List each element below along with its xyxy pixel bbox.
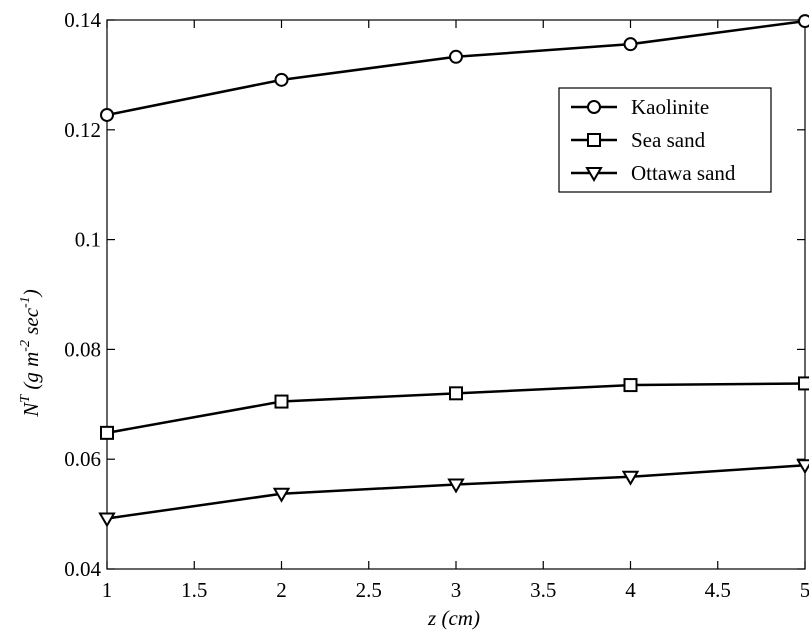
x-tick-label: 2.5 [356, 578, 382, 602]
x-tick-label: 4.5 [705, 578, 731, 602]
data-point-kaolinite [100, 107, 114, 122]
series-lines [98, 14, 809, 528]
y-label-sup-m: -2 [18, 340, 33, 352]
x-tick-label: 1 [102, 578, 113, 602]
legend-marker-kaolinite [587, 100, 601, 114]
y-label-units-b: sec [19, 307, 43, 340]
legend-item-kaolinite: Kaolinite [571, 95, 709, 119]
data-point-sea-sand [274, 394, 289, 409]
y-tick-label: 0.14 [64, 8, 101, 32]
data-point-kaolinite [274, 72, 289, 87]
data-point-ottawa-sand [621, 470, 640, 486]
data-point-kaolinite [449, 49, 463, 64]
data-point-sea-sand [623, 378, 638, 393]
y-label-close: ) [19, 289, 43, 297]
legend-label-kaolinite: Kaolinite [631, 95, 709, 119]
y-label-sup-s: -1 [18, 296, 33, 308]
y-tick-label: 0.12 [64, 118, 101, 142]
y-tick-label: 0.1 [75, 228, 101, 252]
y-label-base: N [19, 402, 43, 418]
x-tick-label: 3 [451, 578, 462, 602]
legend: Kaolinite Sea sand Ottawa sand [558, 87, 772, 193]
legend-marker-sea-sand [587, 133, 601, 147]
data-point-ottawa-sand [272, 487, 291, 503]
y-axis-label: NT (g m-2 sec-1) [18, 289, 43, 417]
legend-item-ottawa-sand: Ottawa sand [571, 161, 736, 185]
data-point-sea-sand [798, 376, 809, 391]
data-point-sea-sand [100, 425, 114, 440]
data-point-kaolinite [798, 14, 809, 29]
y-label-units-a: (g m [19, 352, 43, 395]
x-tick-label: 1.5 [181, 578, 207, 602]
y-tick-label: 0.08 [64, 337, 101, 361]
y-axis-ticks: 0.04 0.06 0.08 0.1 0.12 0.14 [64, 8, 805, 581]
legend-item-sea-sand: Sea sand [571, 128, 706, 152]
data-point-ottawa-sand [98, 512, 116, 528]
y-tick-label: 0.04 [64, 557, 101, 581]
data-point-kaolinite [623, 37, 638, 52]
x-axis-label: z (cm) [427, 606, 480, 630]
legend-marker-ottawa-sand [585, 167, 603, 182]
x-tick-label: 4 [625, 578, 636, 602]
x-axis-ticks: 1 1.5 2 2.5 3 3.5 4 4.5 5 [102, 20, 809, 602]
x-tick-label: 3.5 [530, 578, 556, 602]
y-tick-label: 0.06 [64, 447, 101, 471]
data-point-sea-sand [449, 386, 463, 401]
legend-label-ottawa-sand: Ottawa sand [631, 161, 736, 185]
x-tick-label: 5 [800, 578, 809, 602]
y-label-sup-t: T [18, 394, 33, 403]
x-tick-label: 2 [276, 578, 287, 602]
data-point-ottawa-sand [447, 478, 465, 494]
legend-label-sea-sand: Sea sand [631, 128, 706, 152]
